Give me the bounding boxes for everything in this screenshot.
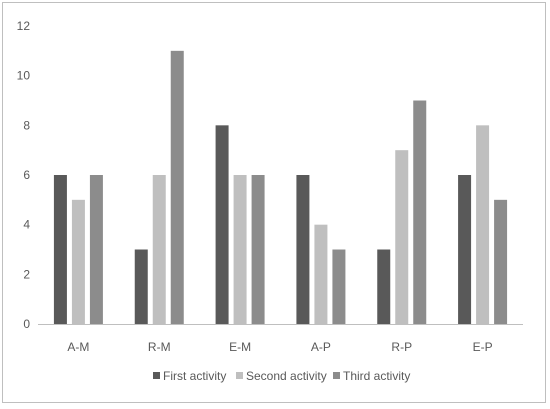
bar <box>170 50 184 324</box>
x-tick-label: E-P <box>473 340 493 354</box>
bar <box>395 150 409 324</box>
y-tick-label: 12 <box>17 19 31 33</box>
bar <box>134 249 148 324</box>
bar <box>251 175 265 324</box>
bar <box>413 100 427 324</box>
bar <box>476 125 490 324</box>
bar <box>494 199 508 324</box>
bar <box>215 125 229 324</box>
bar <box>233 175 247 324</box>
bar <box>314 224 328 324</box>
bar <box>296 175 310 324</box>
bar <box>71 199 85 324</box>
y-axis-ticks: 0 2 4 6 8 10 12 <box>17 19 31 331</box>
legend-swatch <box>153 372 160 379</box>
bars <box>53 50 508 324</box>
y-tick-label: 8 <box>23 118 30 132</box>
y-tick-label: 0 <box>23 317 30 331</box>
legend: First activity Second activity Third activ… <box>153 369 410 383</box>
bar-chart: 0 2 4 6 8 10 12 A-M R-M E-M A-P R-P E-P First activ… <box>17 19 523 383</box>
bar <box>89 175 103 324</box>
x-tick-label: R-M <box>148 340 171 354</box>
legend-swatch <box>236 372 243 379</box>
y-tick-label: 2 <box>23 267 30 281</box>
y-tick-label: 10 <box>17 69 31 83</box>
x-tick-label: R-P <box>391 340 412 354</box>
legend-swatch <box>333 372 340 379</box>
bar <box>458 175 472 324</box>
chart-area: 0 2 4 6 8 10 12 A-M R-M E-M A-P R-P E-P First activ… <box>2 2 546 403</box>
bar <box>332 249 346 324</box>
legend-label: Third activity <box>343 369 410 383</box>
y-tick-label: 6 <box>23 168 30 182</box>
y-tick-label: 4 <box>23 218 30 232</box>
x-tick-label: E-M <box>229 340 251 354</box>
legend-label: First activity <box>163 369 226 383</box>
x-tick-label: A-M <box>67 340 89 354</box>
bar <box>53 175 67 324</box>
legend-label: Second activity <box>246 369 327 383</box>
x-axis-categories: A-M R-M E-M A-P R-P E-P <box>67 340 492 354</box>
bar <box>377 249 391 324</box>
x-tick-label: A-P <box>311 340 331 354</box>
bar <box>152 175 166 324</box>
